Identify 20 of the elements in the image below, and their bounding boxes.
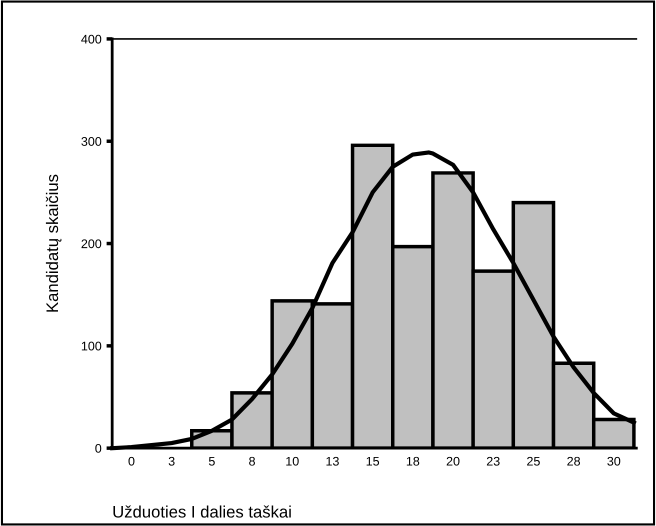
x-tick-label: 10 xyxy=(286,456,299,466)
x-tick-label: 30 xyxy=(607,456,620,466)
y-tick-label: 0 xyxy=(95,444,102,453)
y-tick-label: 100 xyxy=(82,342,102,350)
x-tick-label: 13 xyxy=(326,456,339,466)
x-tick-label: 8 xyxy=(249,456,255,466)
x-tick-label: 3 xyxy=(168,456,175,466)
x-tick-label: 23 xyxy=(486,456,500,466)
y-tick-label: 300 xyxy=(81,137,102,146)
y-tick-label: 400 xyxy=(81,34,102,44)
y-axis-title: Kandidatų skaičius xyxy=(46,174,62,312)
x-tick-label: 0 xyxy=(128,456,134,466)
x-tick-label: 18 xyxy=(406,456,420,466)
x-tick-label: 28 xyxy=(567,456,580,466)
x-tick-label: 5 xyxy=(208,456,215,466)
x-axis-title: Užduoties I dalies taškai xyxy=(113,505,291,518)
x-tick-label: 15 xyxy=(366,456,380,466)
x-tick-label: 25 xyxy=(527,456,540,466)
y-tick-label: 200 xyxy=(82,239,102,248)
x-tick-label: 20 xyxy=(446,456,460,466)
